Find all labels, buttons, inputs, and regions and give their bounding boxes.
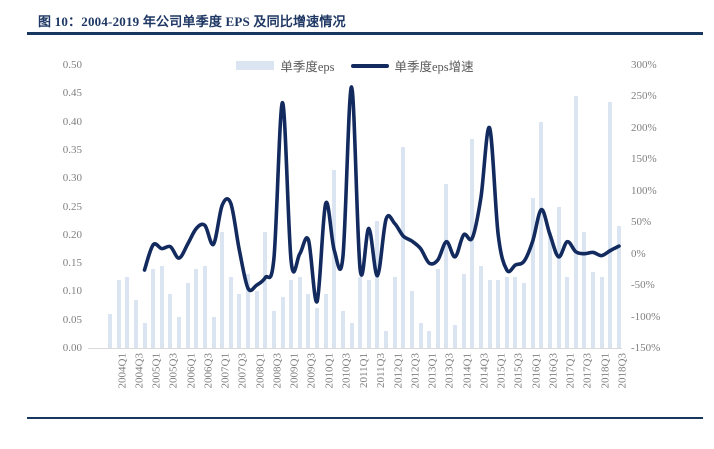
- eps-bar: [271, 311, 276, 348]
- right-axis-tick-label: 300%: [631, 59, 657, 71]
- eps-bar: [159, 265, 164, 348]
- legend-label-eps: 单季度eps: [280, 60, 335, 74]
- eps-bar: [513, 277, 518, 348]
- right-axis-tick-label: 250%: [631, 90, 657, 103]
- eps-bar: [556, 206, 561, 348]
- eps-bar: [392, 277, 397, 348]
- eps-bar-swatch: [236, 61, 275, 70]
- right-axis-tick-label: -50%: [631, 279, 655, 292]
- eps-bar: [194, 268, 199, 348]
- bottom-rule: [27, 417, 703, 419]
- eps-growth-line: [142, 85, 621, 304]
- right-axis-tick-label: 200%: [631, 121, 657, 134]
- eps-bar: [461, 274, 466, 348]
- eps-bar: [444, 183, 449, 348]
- eps-bar: [366, 280, 371, 348]
- eps-bar: [280, 297, 285, 348]
- legend-item-eps-growth: 单季度eps增速: [350, 56, 474, 75]
- left-axis-tick-label: 0.45: [62, 87, 82, 100]
- chart-legend: 单季度eps 单季度eps增速: [90, 56, 620, 75]
- eps-bar: [185, 282, 190, 348]
- eps-bar: [530, 198, 535, 348]
- eps-bar: [315, 308, 320, 348]
- eps-bar: [591, 271, 596, 348]
- legend-label-eps-growth: 单季度eps增速: [394, 60, 474, 74]
- eps-bar: [332, 169, 337, 348]
- left-axis-tick-label: 0.10: [62, 285, 82, 298]
- eps-bar: [306, 294, 311, 348]
- eps-bar: [582, 231, 587, 348]
- eps-bar: [177, 316, 182, 348]
- eps-bar: [289, 280, 294, 348]
- eps-bar: [237, 294, 242, 348]
- eps-bar: [340, 311, 345, 348]
- legend-item-eps: 单季度eps: [236, 56, 335, 75]
- x-axis-line: [88, 348, 622, 349]
- eps-bar: [504, 277, 509, 348]
- eps-bar: [125, 277, 130, 348]
- eps-bar: [246, 274, 251, 348]
- eps-bar: [263, 231, 268, 348]
- left-axis-tick-label: 0.50: [62, 59, 82, 71]
- eps-bar: [608, 101, 613, 348]
- left-axis-tick-label: 0.00: [62, 342, 82, 354]
- right-axis-tick-label: -100%: [631, 310, 661, 323]
- eps-bar: [358, 277, 363, 348]
- right-axis-tick-label: 0%: [631, 247, 646, 260]
- title-rule: [27, 32, 703, 35]
- eps-bar: [254, 291, 259, 348]
- eps-bar: [133, 299, 138, 348]
- eps-bar: [427, 331, 432, 348]
- eps-bar: [401, 147, 406, 348]
- left-axis-tick-label: 0.35: [62, 143, 82, 156]
- eps-bar: [599, 277, 604, 348]
- left-axis-tick-label: 0.15: [62, 257, 82, 270]
- eps-bar: [470, 138, 475, 348]
- left-axis-tick-label: 0.40: [62, 115, 82, 128]
- right-axis-tick-label: 50%: [631, 216, 652, 229]
- left-axis-tick-label: 0.30: [62, 172, 82, 185]
- eps-bar: [418, 322, 423, 348]
- eps-bar: [202, 265, 207, 348]
- eps-bar: [116, 280, 121, 348]
- eps-growth-line-swatch: [350, 63, 389, 68]
- figure-title: 图 10：2004-2019 年公司单季度 EPS 及同比增速情况: [38, 14, 346, 29]
- eps-bar: [487, 280, 492, 348]
- eps-bar: [496, 280, 501, 348]
- eps-bar: [384, 331, 389, 348]
- eps-bar: [297, 277, 302, 348]
- eps-bar: [435, 268, 440, 348]
- eps-bar: [375, 220, 380, 348]
- eps-bar: [573, 96, 578, 348]
- eps-bar: [522, 282, 527, 348]
- eps-bar: [228, 277, 233, 348]
- left-axis-tick-label: 0.25: [62, 200, 82, 213]
- left-axis-tick-label: 0.20: [62, 228, 82, 241]
- eps-bar: [478, 265, 483, 348]
- eps-bar: [547, 231, 552, 348]
- plot-area: [90, 65, 621, 348]
- right-axis-tick-label: -150%: [631, 342, 661, 354]
- eps-bar: [617, 226, 621, 348]
- eps-bar: [539, 121, 544, 348]
- eps-bar: [151, 268, 156, 348]
- eps-bar: [220, 231, 225, 348]
- eps-bar: [409, 291, 414, 348]
- eps-bar: [323, 294, 328, 348]
- eps-bar: [108, 314, 112, 348]
- left-axis-tick-label: 0.05: [62, 313, 82, 326]
- right-axis-tick-label: 100%: [631, 184, 657, 197]
- eps-bar: [565, 277, 570, 348]
- eps-bar: [453, 325, 458, 348]
- eps-bar: [142, 322, 147, 348]
- right-axis-tick-label: 150%: [631, 153, 657, 166]
- eps-bar: [168, 294, 173, 348]
- eps-bar: [211, 316, 216, 348]
- eps-bar: [349, 322, 354, 348]
